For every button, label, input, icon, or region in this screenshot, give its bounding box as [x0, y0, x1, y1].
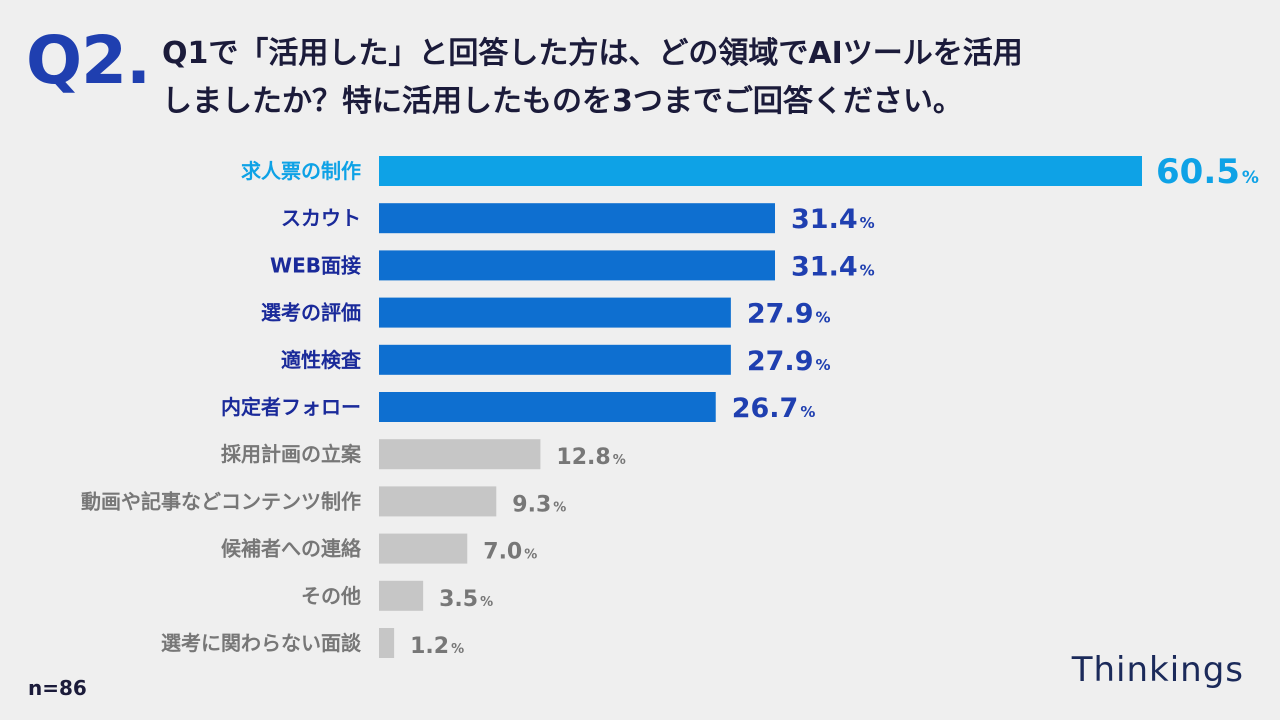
category-label-10: 選考に関わらない面談	[161, 631, 362, 655]
value-label-4: 27.9%	[747, 346, 831, 377]
bar-10	[379, 628, 395, 658]
bar-4	[379, 344, 731, 375]
category-label-9: その他	[301, 584, 361, 608]
category-label-0: 求人票の制作	[241, 159, 361, 183]
question-line-2: しましたか？特に活用したものを3つまでご回答ください。	[162, 84, 963, 119]
bar-9	[379, 580, 424, 611]
category-label-8: 候補者への連絡	[221, 537, 362, 561]
question-line-1: Q1で「活用した」と回答した方は、どの領域でAIツールを活用	[162, 36, 1023, 71]
value-label-0: 60.5%	[1156, 152, 1259, 192]
value-label-9: 3.5%	[439, 587, 493, 612]
bar-6	[379, 439, 541, 470]
question-number: Q2.	[26, 22, 151, 99]
category-label-1: スカウト	[281, 206, 361, 230]
category-label-2: WEB面接	[270, 253, 361, 277]
bar-7	[379, 486, 497, 517]
bar-1	[379, 203, 776, 234]
category-label-5: 内定者フォロー	[221, 395, 361, 419]
value-label-8: 7.0%	[483, 540, 537, 565]
value-label-1: 31.4%	[791, 204, 875, 235]
bar-2	[379, 250, 776, 281]
value-label-2: 31.4%	[791, 251, 875, 282]
value-label-5: 26.7%	[732, 393, 816, 424]
value-label-7: 9.3%	[512, 492, 566, 517]
category-label-7: 動画や記事などコンテンツ制作	[81, 489, 361, 513]
brand-logo-text: Thinkings	[1071, 650, 1244, 690]
bar-5	[379, 392, 716, 422]
question-text: Q1で「活用した」と回答した方は、どの領域でAIツールを活用 しましたか？特に活…	[162, 30, 1162, 126]
value-label-10: 1.2%	[410, 634, 464, 659]
bar-0	[379, 156, 1142, 186]
category-label-3: 選考の評価	[261, 301, 361, 325]
category-label-4: 適性検査	[281, 348, 361, 372]
bar-3	[379, 297, 731, 328]
value-label-3: 27.9%	[747, 299, 831, 330]
sample-size: n=86	[28, 676, 87, 700]
category-label-6: 採用計画の立案	[221, 442, 362, 466]
value-label-6: 12.8%	[556, 445, 625, 470]
bar-8	[379, 533, 468, 564]
